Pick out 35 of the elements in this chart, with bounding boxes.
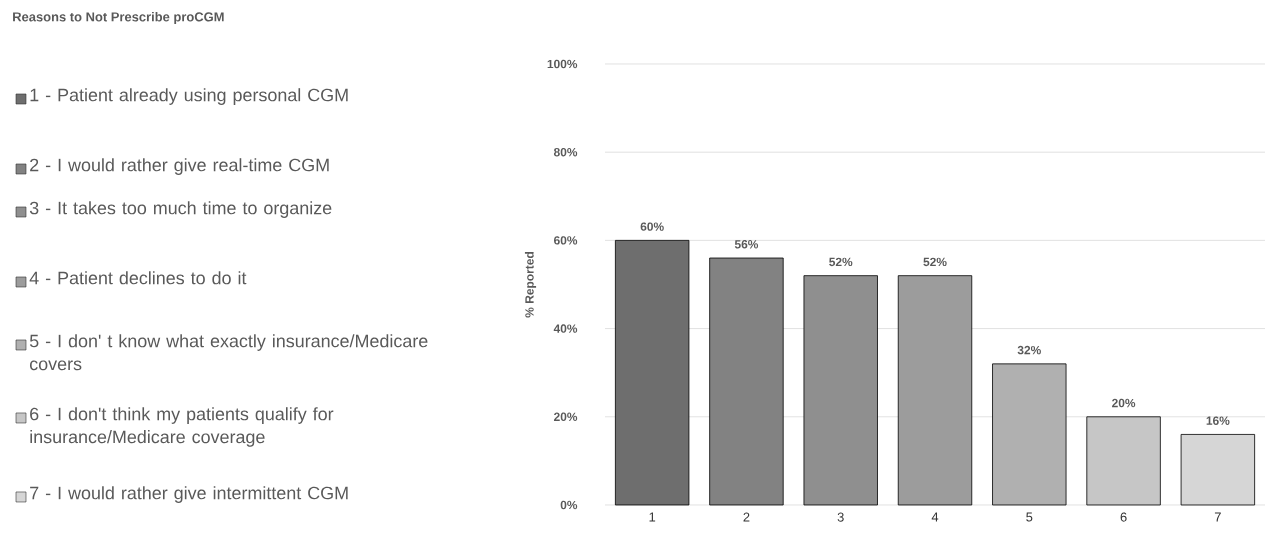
- text: 5 - I don' t know what exactly insurance/Medicare covers: [29, 334, 428, 371]
- bar: [709, 257, 784, 506]
- data-label: 56%: [734, 240, 759, 249]
- y-axis-title: % Reported: [524, 252, 537, 318]
- data-label: 20%: [1112, 398, 1136, 408]
- x-tick-label: 7: [1214, 512, 1221, 522]
- text: 1 - Patient already using personal CGM: [30, 88, 348, 105]
- y-tick-label: 80%: [553, 147, 578, 157]
- text: 3 - It takes too much time to organize: [29, 201, 332, 218]
- bar: [803, 275, 878, 506]
- text: 4 - Patient declines to do it: [29, 271, 247, 285]
- y-tick-label: 0%: [560, 500, 578, 510]
- x-tick-label: 2: [743, 512, 750, 522]
- text: 6 - I don't think my patients qualify for insurance/Medicare coverage: [30, 407, 334, 447]
- text: Reasons to Not Prescribe proCGM: [13, 11, 224, 25]
- text: 2 - I would rather give real-time CGM: [30, 158, 329, 175]
- data-label: 60%: [640, 222, 664, 231]
- bar: [1086, 416, 1161, 506]
- x-tick-label: 6: [1120, 512, 1127, 522]
- y-tick-label: 100%: [547, 59, 578, 69]
- y-tick-label: 20%: [553, 412, 578, 422]
- x-tick-label: 5: [1026, 512, 1033, 522]
- text: 7 - I would rather give intermittent CGM: [30, 486, 348, 503]
- data-label: 16%: [1206, 416, 1230, 425]
- y-tick-label: 60%: [554, 236, 578, 245]
- x-tick-label: 1: [649, 512, 656, 522]
- bar: [614, 239, 690, 506]
- x-tick-label: 4: [931, 512, 939, 522]
- data-label: 52%: [829, 257, 853, 267]
- bar: [992, 363, 1067, 506]
- data-label: 32%: [1017, 345, 1041, 355]
- y-tick-label: 40%: [553, 324, 578, 333]
- data-label: 52%: [923, 257, 947, 267]
- bar: [897, 275, 973, 506]
- x-tick-label: 3: [837, 512, 844, 522]
